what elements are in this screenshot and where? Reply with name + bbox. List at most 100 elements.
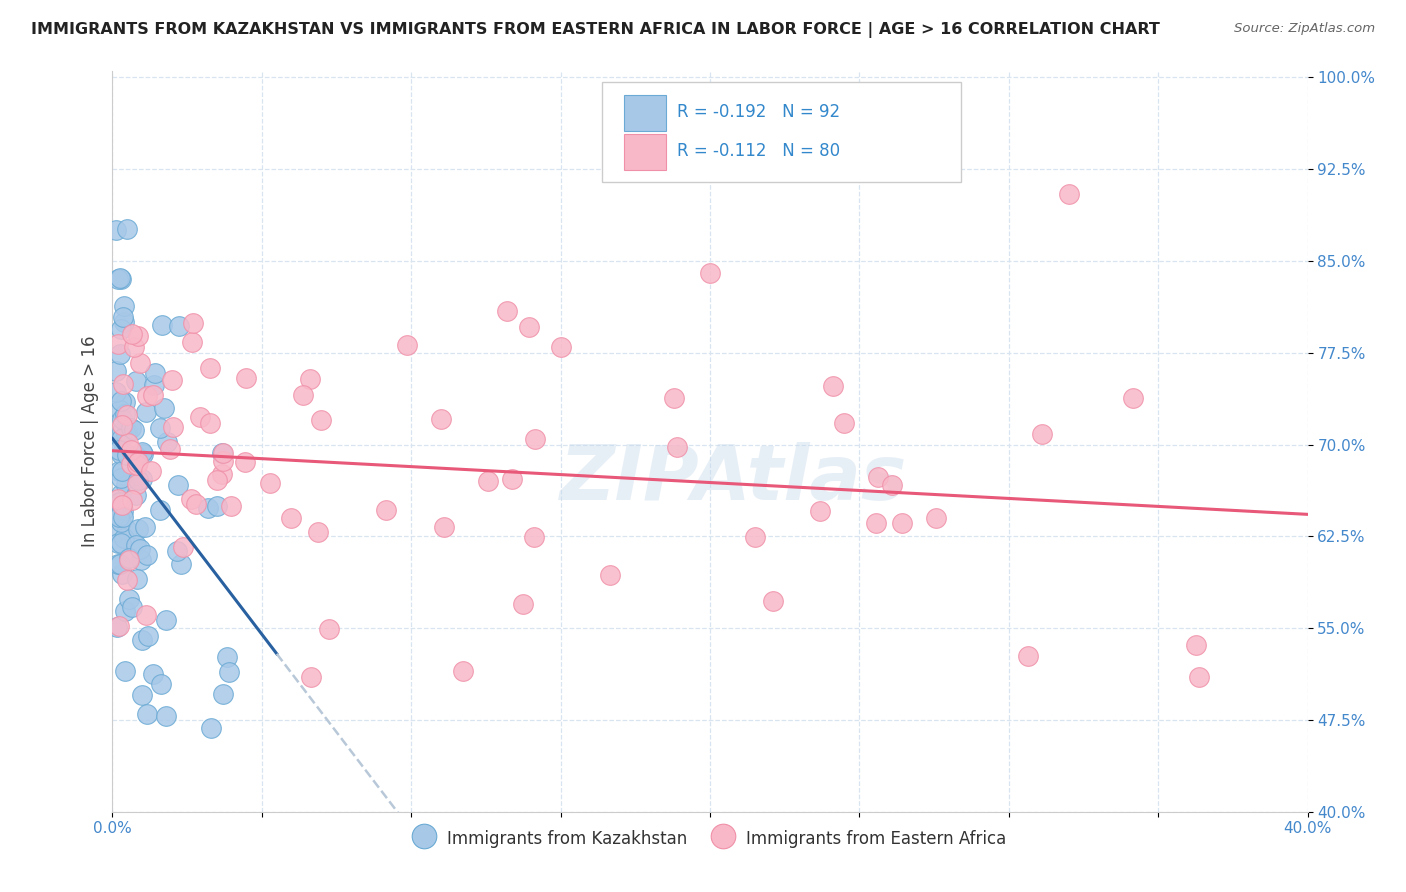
Point	[115, 425, 138, 440]
Point	[114, 407, 136, 421]
Point	[142, 388, 165, 402]
Point	[433, 520, 456, 534]
Point	[198, 361, 221, 376]
Point	[115, 574, 138, 588]
Point	[1184, 638, 1206, 652]
Point	[198, 417, 221, 431]
Point	[122, 340, 145, 354]
Point	[292, 388, 315, 402]
FancyBboxPatch shape	[603, 82, 962, 183]
Point	[181, 316, 204, 330]
Point	[131, 472, 153, 486]
Point	[149, 503, 172, 517]
Point	[129, 553, 152, 567]
Point	[318, 622, 340, 636]
Point	[131, 688, 153, 702]
Point	[744, 530, 766, 544]
Point	[150, 318, 173, 332]
Point	[112, 376, 135, 391]
Point	[211, 467, 233, 482]
Point	[132, 447, 155, 461]
Point	[110, 322, 132, 336]
Point	[1188, 670, 1211, 684]
Point	[117, 409, 139, 423]
Point	[110, 432, 132, 446]
Point	[496, 304, 519, 318]
Point	[200, 721, 222, 735]
Point	[111, 499, 134, 513]
Point	[153, 401, 176, 416]
Point	[110, 487, 132, 501]
Text: ZIPAtlas: ZIPAtlas	[560, 442, 908, 516]
Text: Source: ZipAtlas.com: Source: ZipAtlas.com	[1234, 22, 1375, 36]
Point	[107, 536, 129, 550]
Point	[125, 374, 148, 388]
Point	[136, 706, 159, 721]
Point	[211, 453, 233, 467]
Point	[110, 272, 132, 286]
Point	[136, 548, 159, 562]
Point	[219, 499, 242, 513]
Point	[280, 510, 302, 524]
Point	[136, 629, 159, 643]
Point	[143, 367, 166, 381]
Point	[111, 464, 134, 478]
Point	[142, 377, 165, 392]
Point	[868, 470, 890, 484]
Text: R = -0.112   N = 80: R = -0.112 N = 80	[676, 143, 839, 161]
Point	[882, 477, 904, 491]
Point	[107, 509, 129, 524]
Point	[115, 523, 138, 537]
Point	[430, 412, 453, 426]
Point	[307, 525, 329, 540]
Point	[105, 223, 128, 237]
Point	[111, 418, 134, 433]
Point	[114, 395, 136, 409]
Point	[810, 504, 832, 518]
Point	[167, 478, 190, 492]
Point	[125, 488, 148, 502]
Point	[180, 492, 202, 507]
Point	[299, 670, 322, 684]
Point	[127, 572, 149, 586]
Point	[212, 687, 235, 701]
Point	[396, 337, 419, 351]
Point	[112, 310, 135, 324]
Legend: Immigrants from Kazakhstan, Immigrants from Eastern Africa: Immigrants from Kazakhstan, Immigrants f…	[408, 822, 1012, 855]
Point	[108, 271, 131, 285]
Point	[128, 356, 150, 370]
Point	[142, 667, 165, 681]
Point	[172, 541, 194, 555]
Point	[107, 336, 129, 351]
Point	[891, 516, 914, 530]
Point	[159, 442, 181, 457]
Point	[259, 475, 281, 490]
Point	[105, 619, 128, 633]
Point	[453, 665, 475, 679]
Point	[105, 524, 128, 539]
Point	[110, 447, 132, 461]
Point	[121, 457, 143, 471]
Point	[121, 599, 143, 614]
Y-axis label: In Labor Force | Age > 16: In Labor Force | Age > 16	[80, 335, 98, 548]
Point	[134, 519, 156, 533]
FancyBboxPatch shape	[624, 135, 666, 169]
Point	[120, 421, 142, 435]
Point	[110, 516, 132, 530]
Point	[127, 473, 149, 487]
Point	[136, 389, 159, 403]
Point	[374, 503, 396, 517]
Point	[118, 591, 141, 606]
Point	[550, 340, 572, 354]
Point	[218, 665, 240, 679]
Point	[517, 320, 540, 334]
Point	[1031, 426, 1053, 441]
Point	[134, 608, 156, 623]
Point	[155, 708, 177, 723]
Point	[233, 455, 256, 469]
Point	[117, 550, 139, 565]
Text: IMMIGRANTS FROM KAZAKHSTAN VS IMMIGRANTS FROM EASTERN AFRICA IN LABOR FORCE | AG: IMMIGRANTS FROM KAZAKHSTAN VS IMMIGRANTS…	[31, 22, 1160, 38]
Point	[160, 373, 183, 387]
Point	[512, 597, 534, 611]
Point	[664, 391, 686, 405]
